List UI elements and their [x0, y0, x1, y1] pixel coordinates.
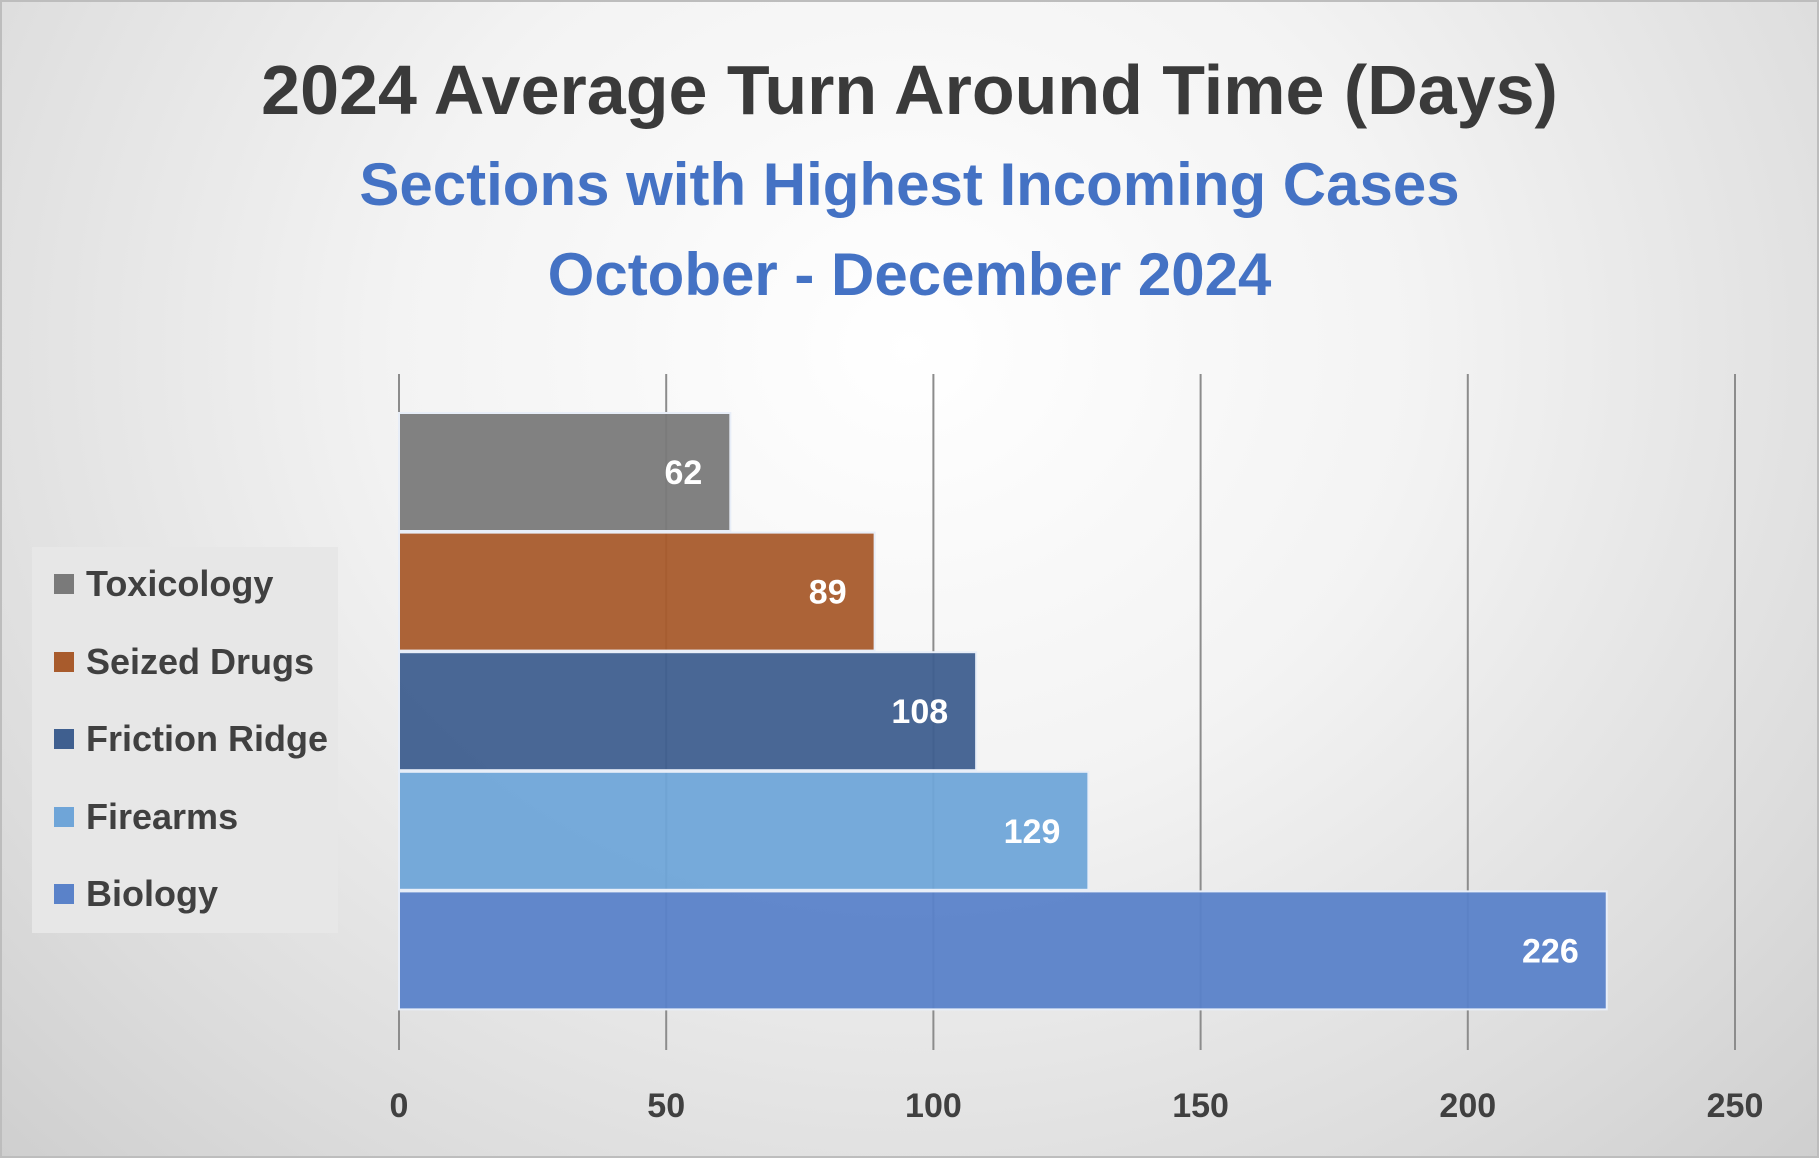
x-axis-ticks: 0 50 100 150 200 250: [390, 1087, 1764, 1125]
data-label-biology: 226: [1522, 932, 1579, 970]
legend-label-biology: Biology: [86, 873, 218, 914]
legend-item-biology: Biology: [54, 873, 218, 914]
legend-item-toxicology: Toxicology: [54, 563, 274, 604]
legend-swatch-firearms: [54, 806, 74, 827]
bar-firearms: [398, 770, 1090, 891]
bars: [398, 412, 1608, 1011]
legend-swatch-seized-drugs: [54, 651, 74, 672]
x-tick-label-250: 250: [1707, 1087, 1764, 1125]
legend: Toxicology Seized Drugs Friction Ridge Fire…: [32, 547, 338, 933]
x-tick-label-50: 50: [647, 1087, 685, 1125]
x-tick-label-150: 150: [1172, 1087, 1229, 1125]
bar-toxicology: [398, 412, 732, 532]
x-tick-label-100: 100: [905, 1087, 962, 1125]
data-label-firearms: 129: [1004, 813, 1061, 851]
data-label-friction-ridge: 108: [891, 693, 948, 731]
data-label-toxicology: 62: [664, 454, 702, 492]
legend-label-seized-drugs: Seized Drugs: [86, 640, 315, 682]
legend-item-seized-drugs: Seized Drugs: [54, 640, 315, 682]
chart-subtitle-date-range: October - December 2024: [547, 241, 1272, 308]
legend-item-firearms: Firearms: [54, 795, 239, 837]
legend-label-firearms: Firearms: [86, 795, 239, 837]
bar-seized-drugs: [398, 531, 876, 652]
legend-label-toxicology: Toxicology: [86, 563, 274, 604]
chart-subtitle: Sections with Highest Incoming Cases: [359, 151, 1460, 218]
legend-swatch-toxicology: [54, 574, 74, 594]
chart-title: 2024 Average Turn Around Time (Days): [261, 51, 1558, 129]
legend-label-friction-ridge: Friction Ridge: [86, 718, 328, 759]
x-tick-label-0: 0: [390, 1087, 409, 1125]
x-tick-label-200: 200: [1439, 1087, 1496, 1125]
legend-item-friction-ridge: Friction Ridge: [54, 718, 328, 759]
data-label-seized-drugs: 89: [809, 574, 847, 612]
legend-swatch-biology: [54, 884, 74, 904]
data-labels: 62 89 108 129 226: [664, 454, 1578, 970]
bar-biology: [398, 890, 1608, 1011]
legend-swatch-friction-ridge: [54, 729, 74, 749]
bar-friction-ridge: [398, 651, 978, 772]
